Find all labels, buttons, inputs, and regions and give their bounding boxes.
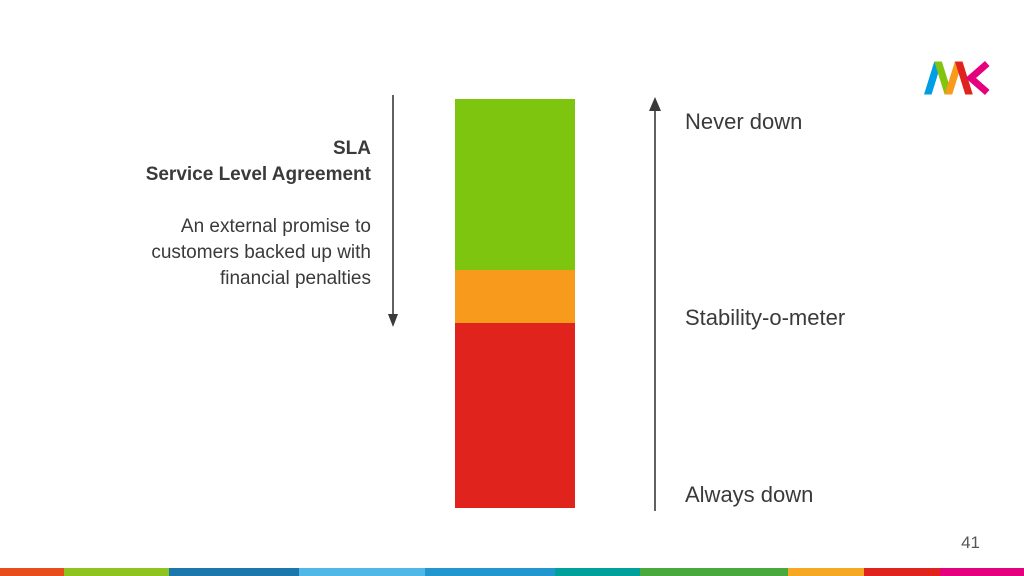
footer-segment-5 [425, 568, 555, 576]
footer-segment-10 [940, 568, 1024, 576]
footer-segment-4 [299, 568, 425, 576]
page-number: 41 [961, 533, 980, 552]
meter-segment-always-down-zone [455, 323, 575, 508]
footer-segment-8 [788, 568, 864, 576]
footer-segment-6 [555, 568, 640, 576]
logo-chevron-pink [965, 60, 990, 96]
always-down-label: Always down [685, 482, 814, 507]
up-arrow-icon [649, 97, 661, 511]
sla-text-block: SLA Service Level Agreement An external … [60, 136, 371, 292]
footer-segment-3 [169, 568, 299, 576]
footer-segment-7 [640, 568, 788, 576]
company-logo-icon [924, 60, 990, 96]
logo-stroke-red [954, 61, 973, 95]
sla-body-line1: An external promise to [180, 216, 371, 237]
footer-segment-9 [864, 568, 940, 576]
sla-text-gap [60, 188, 371, 214]
never-down-label: Never down [685, 109, 803, 134]
footer-segment-1 [0, 568, 64, 576]
meter-segment-never-down-zone [455, 99, 575, 270]
sla-body-line2: customers backed up with [151, 242, 371, 263]
footer-color-strip [0, 568, 1024, 576]
meter-segment-warning-zone [455, 269, 575, 324]
sla-title-line2: Service Level Agreement [145, 164, 371, 185]
sla-title-line1: SLA [333, 138, 371, 159]
stability-o-meter-label: Stability-o-meter [685, 305, 846, 330]
footer-segment-2 [64, 568, 169, 576]
down-arrow-icon [388, 95, 398, 327]
sla-body-line3: financial penalties [219, 268, 371, 289]
stability-meter-bar [455, 99, 575, 508]
